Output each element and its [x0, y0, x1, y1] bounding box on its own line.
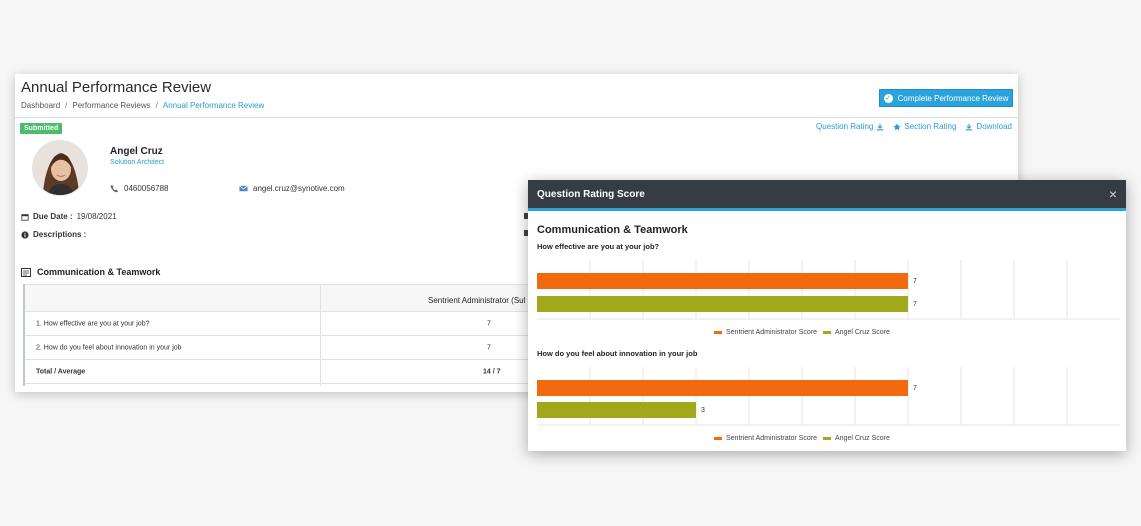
legend-entry[interactable]: Sentrient Administrator Score — [726, 329, 817, 336]
email-value[interactable]: angel.cruz@synotive.com — [253, 184, 345, 193]
status-badge: Submitted — [20, 123, 63, 134]
download-icon — [877, 123, 884, 130]
page-title: Annual Performance Review — [21, 79, 212, 96]
avatar — [32, 140, 88, 196]
breadcrumb-separator: / — [65, 101, 68, 110]
total-label: Total / Average — [36, 368, 86, 375]
legend-marker — [823, 331, 831, 334]
employee-name: Angel Cruz — [110, 146, 163, 157]
side-icon — [524, 213, 529, 219]
breadcrumb-performance-reviews[interactable]: Performance Reviews — [72, 101, 151, 110]
bar — [537, 402, 696, 418]
data-label: 7 — [913, 301, 917, 308]
question-cell: 2. How do you feel about innovation in y… — [36, 344, 182, 351]
breadcrumb-dashboard[interactable]: Dashboard — [21, 101, 61, 110]
data-label: 3 — [701, 407, 705, 414]
employee-phone: 0460056788 — [110, 184, 169, 193]
complete-performance-review-button[interactable]: ✓ Complete Performance Review — [879, 89, 1013, 107]
employee-role: Solution Architect — [110, 159, 165, 166]
legend-marker — [714, 437, 722, 440]
page-header: Annual Performance Review Dashboard / Perf… — [15, 74, 1018, 118]
chart-title: How do you feel about innovation in your… — [537, 349, 698, 358]
star-icon — [893, 122, 902, 130]
breadcrumb: Dashboard / Performance Reviews / Annual Per… — [21, 101, 264, 110]
bar — [537, 296, 908, 312]
total-value: 14 / 7 — [483, 368, 501, 375]
section-rating-link[interactable]: Section Rating — [893, 122, 956, 131]
complete-button-label: Complete Performance Review — [897, 93, 1009, 103]
section-title-text: Communication & Teamwork — [37, 267, 161, 277]
column-divider — [320, 284, 321, 386]
section-rating-label: Section Rating — [904, 122, 957, 131]
data-label: 7 — [913, 385, 917, 392]
legend-entry[interactable]: Angel Cruz Score — [835, 435, 890, 442]
breadcrumb-separator: / — [155, 101, 158, 110]
score-cell: 7 — [487, 344, 491, 351]
legend-marker — [714, 331, 722, 334]
table-header-cell: Sentrient Administrator (Sul — [428, 296, 526, 305]
question-rating-modal: Question Rating Score × Communication & … — [528, 180, 1126, 451]
phone-value: 0460056788 — [124, 184, 169, 193]
due-date-label: Due Date : — [33, 212, 73, 221]
avatar-portrait-icon — [33, 141, 87, 195]
calendar-icon — [21, 213, 29, 221]
legend-entry[interactable]: Sentrient Administrator Score — [726, 435, 817, 442]
due-date-value: 19/08/2021 — [76, 212, 117, 221]
modal-title: Question Rating Score — [537, 189, 645, 200]
table-row: 1. How effective are you at your job? 7 — [25, 312, 538, 336]
phone-icon — [110, 184, 119, 193]
modal-section-title: Communication & Teamwork — [537, 224, 688, 236]
table-header: Sentrient Administrator (Sul — [25, 284, 538, 312]
employee-email: angel.cruz@synotive.com — [239, 184, 345, 193]
download-link[interactable]: Download — [965, 122, 1012, 131]
table-total-row: Total / Average 14 / 7 — [25, 360, 538, 384]
list-icon — [21, 267, 31, 277]
descriptions-label: Descriptions : — [33, 230, 87, 239]
legend-entry[interactable]: Angel Cruz Score — [835, 329, 890, 336]
question-rating-link[interactable]: Question Rating — [816, 122, 884, 131]
table-row: 2. How do you feel about innovation in y… — [25, 336, 538, 360]
section-title: Communication & Teamwork — [21, 267, 160, 277]
download-icon — [966, 123, 973, 130]
mail-icon — [239, 185, 248, 192]
rating-charts: 7 7 Sentrient Administrator Score Angel Cru… — [537, 260, 1120, 442]
score-cell: 7 — [487, 320, 491, 327]
close-icon[interactable]: × — [1108, 186, 1117, 202]
rating-table: Sentrient Administrator (Sul 1. How effe… — [23, 284, 538, 386]
descriptions: Descriptions : — [21, 230, 86, 239]
rating-actions: Question Rating Section Rating Download — [816, 122, 1012, 131]
due-date: Due Date : 19/08/2021 — [21, 212, 117, 221]
download-label: Download — [976, 122, 1012, 131]
question-cell: 1. How effective are you at your job? — [36, 320, 150, 327]
question-rating-label: Question Rating — [816, 122, 874, 131]
check-circle-icon: ✓ — [883, 93, 893, 103]
data-label: 7 — [913, 278, 917, 285]
side-icon — [524, 230, 529, 236]
info-icon — [21, 230, 29, 239]
legend-marker — [823, 437, 831, 440]
breadcrumb-current: Annual Performance Review — [162, 101, 265, 110]
modal-header: Question Rating Score × — [528, 180, 1126, 211]
bar — [537, 380, 908, 396]
bar — [537, 273, 908, 289]
chart-title: How effective are you at your job? — [537, 242, 660, 251]
